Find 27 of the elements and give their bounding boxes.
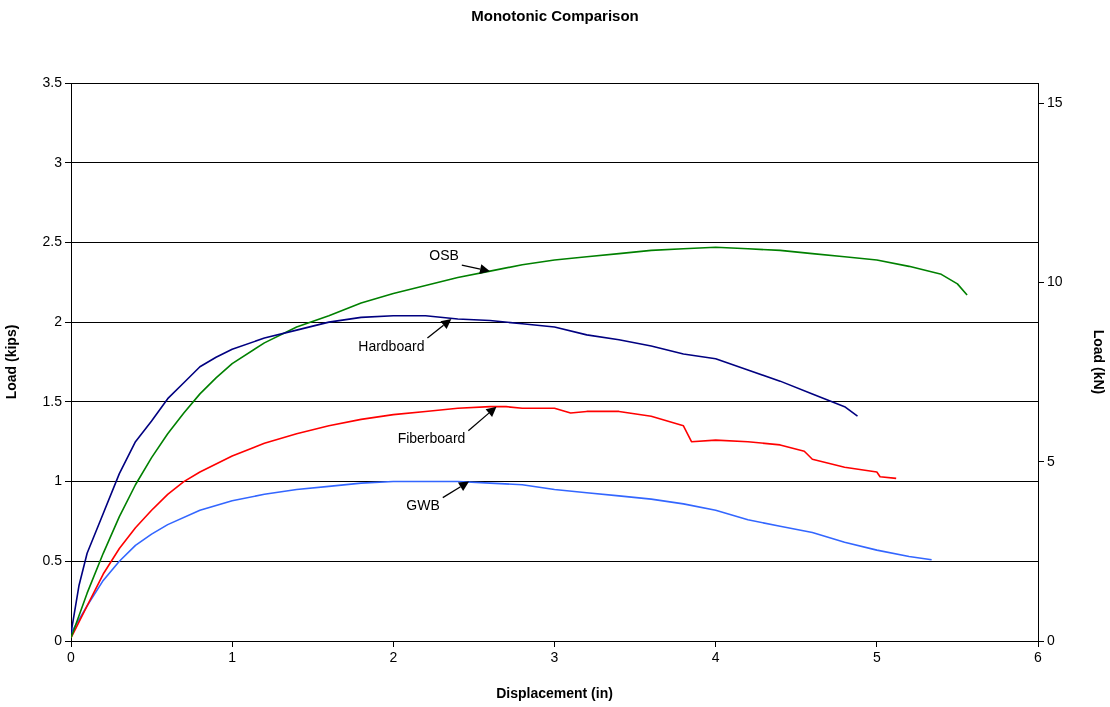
x-tick-label: 5 [872, 649, 881, 666]
y-tick-label: 2.5 [42, 233, 63, 250]
chart-title: Monotonic Comparison [471, 7, 639, 25]
y-tick-label: 1.5 [42, 392, 63, 409]
y2-tick-label: 10 [1047, 273, 1063, 290]
annotation: Hardboard [358, 337, 425, 354]
y-tick-label: 0.5 [42, 552, 63, 569]
y-tick-label: 3.5 [42, 73, 63, 90]
y-tick-label: 3 [54, 153, 63, 170]
x-tick-label: 4 [711, 649, 720, 666]
y-tick-label: 0 [54, 631, 63, 648]
x-tick-label: 0 [67, 649, 76, 666]
x-tick-label: 2 [389, 649, 398, 666]
x-tick-label: 6 [1034, 649, 1043, 666]
y2-tick-label: 5 [1047, 452, 1055, 469]
x-tick-label: 1 [228, 649, 237, 666]
y2-axis-title: Load (kN) [1090, 329, 1107, 395]
annotation: Fiberboard [397, 430, 466, 447]
y2-tick-label: 15 [1047, 94, 1063, 111]
y-axis-title: Load (kips) [3, 324, 20, 400]
y-tick-label: 1 [54, 472, 63, 489]
y-tick-label: 2 [54, 313, 63, 329]
annotation: GWB [406, 497, 440, 514]
y2-tick-label: 0 [1047, 631, 1055, 648]
x-tick-label: 3 [550, 649, 559, 666]
annotation: OSB [429, 246, 459, 263]
x-axis-title: Displacement (in) [496, 685, 613, 702]
